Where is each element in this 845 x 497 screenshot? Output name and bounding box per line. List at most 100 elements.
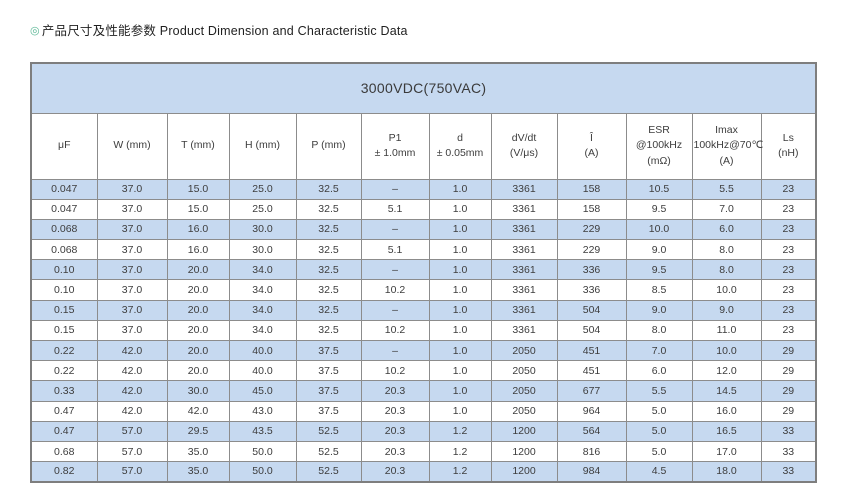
table-cell: 451 — [556, 360, 627, 382]
table-cell: 20.3 — [360, 440, 430, 463]
table-cell: 10.2 — [360, 279, 430, 301]
table-cell: 42.0 — [96, 380, 168, 402]
table-cell: 29 — [760, 360, 817, 382]
table-cell: 5.5 — [691, 178, 762, 200]
table-cell: 0.10 — [30, 259, 98, 281]
table-cell: 1.0 — [428, 339, 492, 362]
table-cell: 23 — [760, 319, 817, 342]
table-cell: 42.0 — [96, 400, 168, 422]
column-header: Ls (nH) — [760, 112, 817, 180]
table-cell: 20.0 — [166, 279, 230, 301]
table-cell: 57.0 — [96, 440, 168, 463]
table-cell: 23 — [760, 259, 817, 281]
table-cell: 35.0 — [166, 440, 230, 463]
table-row: 0.10 37.0 20.0 34.0 32.5 10.2 1.0 3361 336 8.5 10.… — [30, 279, 817, 301]
table-cell: 5.0 — [625, 420, 693, 442]
table-cell: 0.068 — [30, 239, 98, 261]
table-cell: 0.047 — [30, 178, 98, 200]
table-cell: 964 — [556, 400, 627, 422]
table-cell: 0.10 — [30, 279, 98, 301]
table-row: 0.47 57.0 29.5 43.5 52.5 20.3 1.2 1200 564 5.0 16.… — [30, 420, 817, 442]
column-header: P (mm) — [295, 112, 362, 180]
table-cell: 37.5 — [295, 380, 362, 402]
table-cell: 37.0 — [96, 178, 168, 200]
table-cell: 1200 — [490, 461, 558, 483]
column-header: P1 ± 1.0mm — [360, 112, 430, 180]
table-row: 0.15 37.0 20.0 34.0 32.5–1.0 3361 504 9.0 9.0 23 — [30, 299, 817, 321]
table-cell: 42.0 — [96, 339, 168, 362]
table-row: 0.10 37.0 20.0 34.0 32.5–1.0 3361 336 9.5 8.0 23 — [30, 259, 817, 281]
table-cell: 0.15 — [30, 319, 98, 342]
table-cell: 15.0 — [166, 198, 230, 220]
table-cell: 2050 — [490, 400, 558, 422]
table-cell: 1.2 — [428, 420, 492, 442]
table-cell: 1.2 — [428, 461, 492, 483]
table-cell: 1.0 — [428, 299, 492, 321]
table-cell: – — [360, 339, 430, 362]
table-cell: 52.5 — [295, 461, 362, 483]
table-cell: 23 — [760, 198, 817, 220]
page-title-text: 产品尺寸及性能参数 Product Dimension and Characte… — [41, 24, 408, 38]
table-row: 0.82 57.0 35.0 50.0 52.5 20.3 1.2 1200 984 4.5 18.… — [30, 461, 817, 483]
table-cell: 0.33 — [30, 380, 98, 402]
table-cell: 23 — [760, 299, 817, 321]
table-cell: 29 — [760, 380, 817, 402]
table-cell: 9.0 — [625, 299, 693, 321]
table-cell: 30.0 — [228, 218, 297, 241]
table-cell: 40.0 — [228, 360, 297, 382]
title-bullet-icon: ◎ — [30, 25, 40, 37]
table-cell: 1.0 — [428, 198, 492, 220]
table-cell: 20.0 — [166, 360, 230, 382]
table-cell: 33 — [760, 420, 817, 442]
table-cell: 1.2 — [428, 440, 492, 463]
table-cell: 984 — [556, 461, 627, 483]
column-header: W (mm) — [96, 112, 168, 180]
table-cell: 45.0 — [228, 380, 297, 402]
table-cell: 57.0 — [96, 461, 168, 483]
table-cell: 1200 — [490, 440, 558, 463]
column-header: Î (A) — [556, 112, 627, 180]
table-cell: 3361 — [490, 279, 558, 301]
table-cell: 8.0 — [625, 319, 693, 342]
table-cell: 14.5 — [691, 380, 762, 402]
table-cell: 18.0 — [691, 461, 762, 483]
table-title-row: 3000VDC(750VAC) — [30, 62, 817, 114]
table-cell: 1.0 — [428, 360, 492, 382]
table-cell: 158 — [556, 178, 627, 200]
table-cell: 0.15 — [30, 299, 98, 321]
table-cell: 32.5 — [295, 299, 362, 321]
table-cell: 37.0 — [96, 218, 168, 241]
table-cell: 34.0 — [228, 299, 297, 321]
table-cell: 1.0 — [428, 239, 492, 261]
table-cell: 37.0 — [96, 299, 168, 321]
table-row: 0.047 37.0 15.0 25.0 32.5 5.1 1.0 3361 158 9.5 7.0… — [30, 198, 817, 220]
table-cell: 52.5 — [295, 420, 362, 442]
table-cell: 32.5 — [295, 319, 362, 342]
table-cell: 158 — [556, 198, 627, 220]
table-cell: 23 — [760, 218, 817, 241]
table-cell: 0.047 — [30, 198, 98, 220]
table-cell: 32.5 — [295, 218, 362, 241]
table-cell: 43.5 — [228, 420, 297, 442]
table-cell: 564 — [556, 420, 627, 442]
characteristic-data-table: 3000VDC(750VAC) μF W (mm) T (mm) H (mm) P (m… — [30, 62, 818, 483]
table-cell: 29 — [760, 339, 817, 362]
table-cell: 9.5 — [625, 198, 693, 220]
column-header: μF — [30, 112, 98, 180]
table-cell: 42.0 — [166, 400, 230, 422]
table-cell: 20.3 — [360, 380, 430, 402]
table-body: 0.047 37.0 15.0 25.0 32.5–1.0 3361 158 10.5 5.5 2… — [30, 178, 817, 483]
table-cell: 10.5 — [625, 178, 693, 200]
table-cell: 30.0 — [228, 239, 297, 261]
table-row: 0.068 37.0 16.0 30.0 32.5 5.1 1.0 3361 229 9.0 8.0… — [30, 239, 817, 261]
table-cell: 1.0 — [428, 279, 492, 301]
table-cell: 42.0 — [96, 360, 168, 382]
table-cell: 7.0 — [625, 339, 693, 362]
table-cell: 52.5 — [295, 440, 362, 463]
table-cell: 25.0 — [228, 198, 297, 220]
table-cell: 20.3 — [360, 400, 430, 422]
table-cell: 5.0 — [625, 400, 693, 422]
column-header: ESR @100kHz (mΩ) — [625, 112, 693, 180]
table-cell: 17.0 — [691, 440, 762, 463]
table-cell: 5.1 — [360, 198, 430, 220]
